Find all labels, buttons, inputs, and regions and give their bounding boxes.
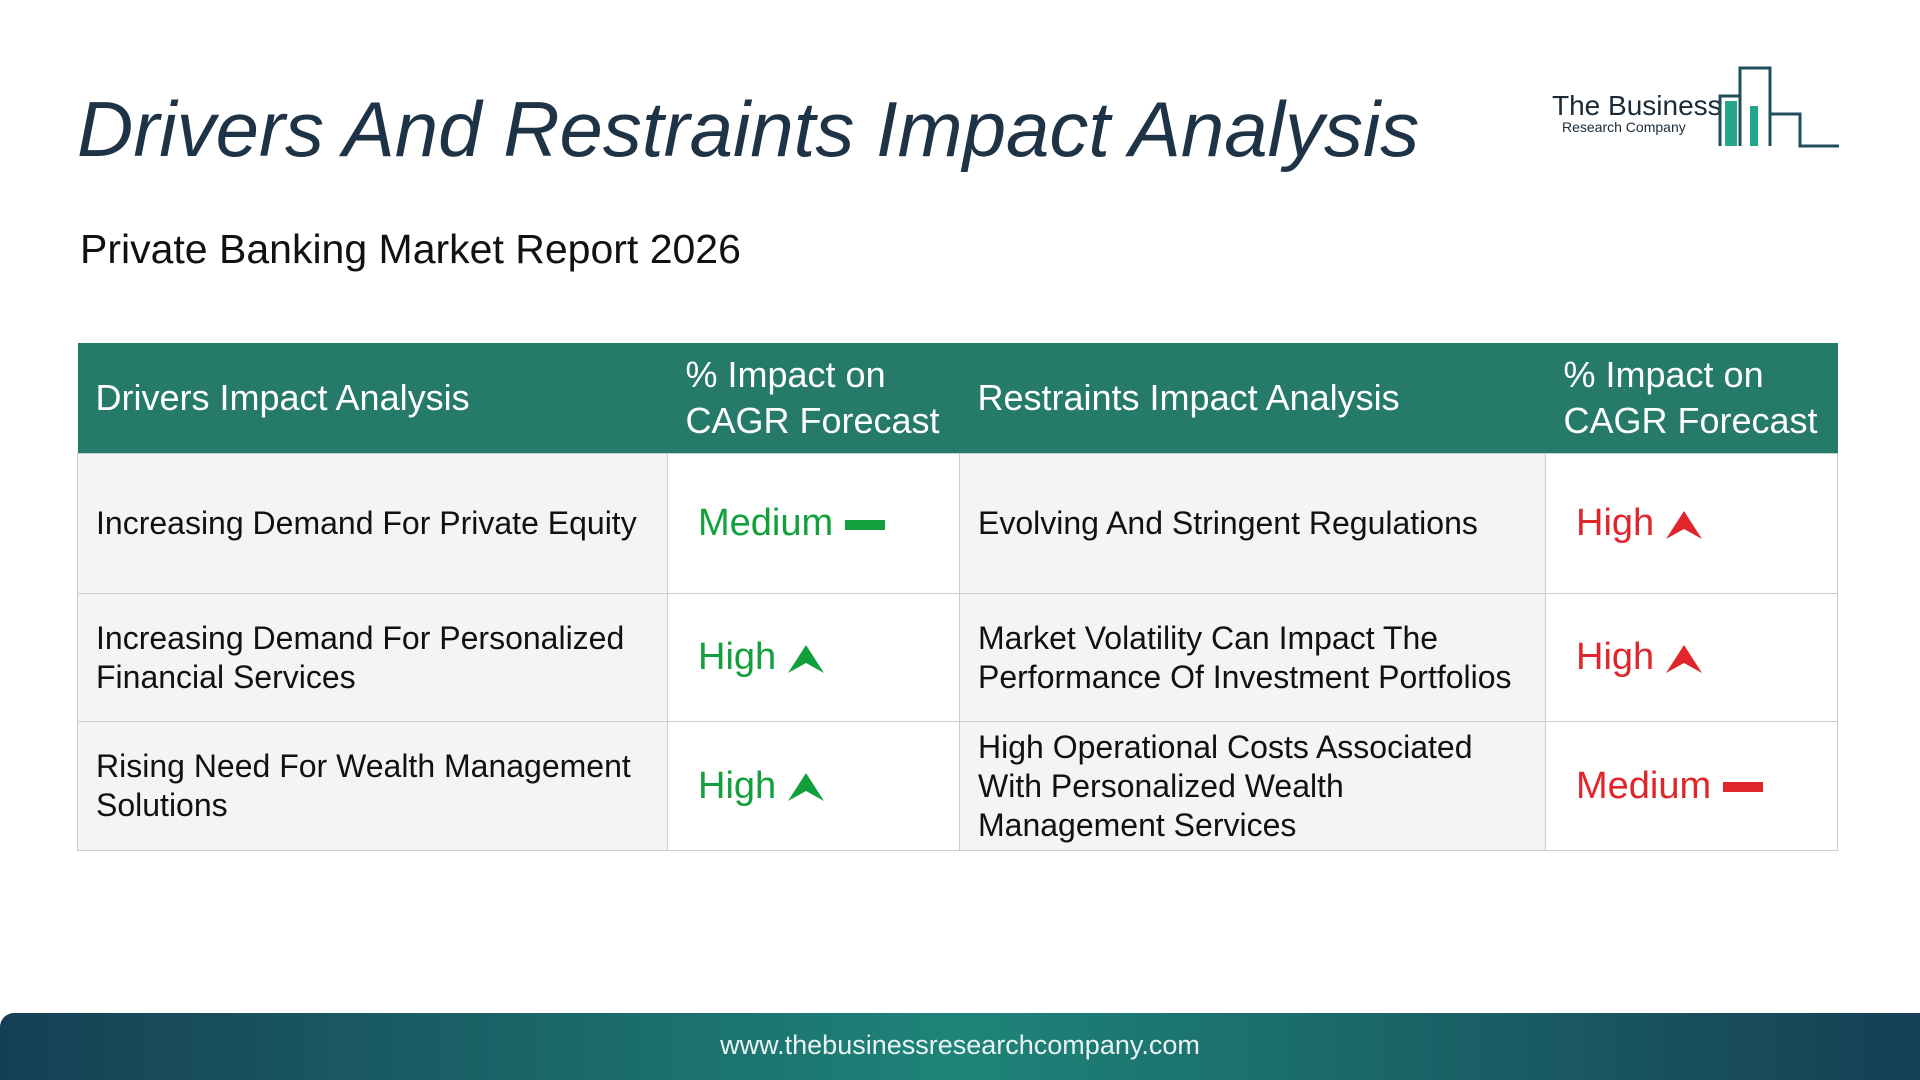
restraint-cell: High Operational Costs Associated With P… xyxy=(959,721,1546,851)
header-cell: Restraints Impact Analysis xyxy=(959,343,1546,454)
logo-bars xyxy=(1718,66,1839,148)
impact-cell: Medium xyxy=(667,453,960,594)
impact-label: High xyxy=(698,636,777,678)
impact-cell: High xyxy=(1545,593,1838,722)
header-row: Drivers Impact Analysis % Impact on CAGR… xyxy=(77,343,1838,454)
subtitle: Private Banking Market Report 2026 xyxy=(80,226,741,272)
medium-icon xyxy=(845,519,886,530)
footer-url[interactable]: www.thebusinessresearchcompany.com xyxy=(720,1030,1200,1060)
table-row: Increasing Demand For Personalized Finan… xyxy=(77,593,1838,722)
logo-subtext: Research Company xyxy=(1562,119,1686,135)
driver-cell: Rising Need For Wealth Management Soluti… xyxy=(77,721,668,851)
impact-label: High xyxy=(698,764,777,807)
high-icon xyxy=(788,644,825,673)
logo-bar-fill xyxy=(1750,106,1758,146)
restraint-cell: Market Volatility Can Impact The Perform… xyxy=(959,593,1546,722)
table-row: Increasing Demand For Private Equity Med… xyxy=(77,453,1838,594)
header-cell: % Impact on CAGR Forecast xyxy=(667,343,960,454)
table-row: Rising Need For Wealth Management Soluti… xyxy=(77,721,1838,851)
restraint-cell: Evolving And Stringent Regulations xyxy=(959,453,1546,594)
page-title: Drivers And Restraints Impact Analysis xyxy=(77,85,1420,173)
impact-cell: High xyxy=(1545,453,1838,594)
high-icon xyxy=(1666,510,1703,539)
header-cell: % Impact on CAGR Forecast xyxy=(1545,343,1838,454)
driver-cell: Increasing Demand For Personalized Finan… xyxy=(77,593,668,722)
high-icon xyxy=(788,773,825,802)
impact-cell: Medium xyxy=(1545,721,1838,851)
logo: The Business Research Company xyxy=(1552,66,1839,148)
footer: www.thebusinessresearchcompany.com xyxy=(0,1013,1920,1080)
impact-table: Drivers Impact Analysis % Impact on CAGR… xyxy=(77,343,1838,851)
logo-text: The Business xyxy=(1552,90,1722,121)
high-icon xyxy=(1666,644,1703,673)
impact-cell: High xyxy=(667,721,960,851)
impact-label: High xyxy=(1576,502,1655,544)
header-cell: Drivers Impact Analysis xyxy=(77,343,668,454)
medium-icon xyxy=(1723,782,1764,793)
impact-label: Medium xyxy=(698,502,834,544)
impact-label: Medium xyxy=(1576,764,1712,807)
impact-cell: High xyxy=(667,593,960,722)
impact-label: High xyxy=(1576,636,1655,678)
logo-bar-fill xyxy=(1725,101,1737,146)
driver-cell: Increasing Demand For Private Equity xyxy=(77,453,668,594)
